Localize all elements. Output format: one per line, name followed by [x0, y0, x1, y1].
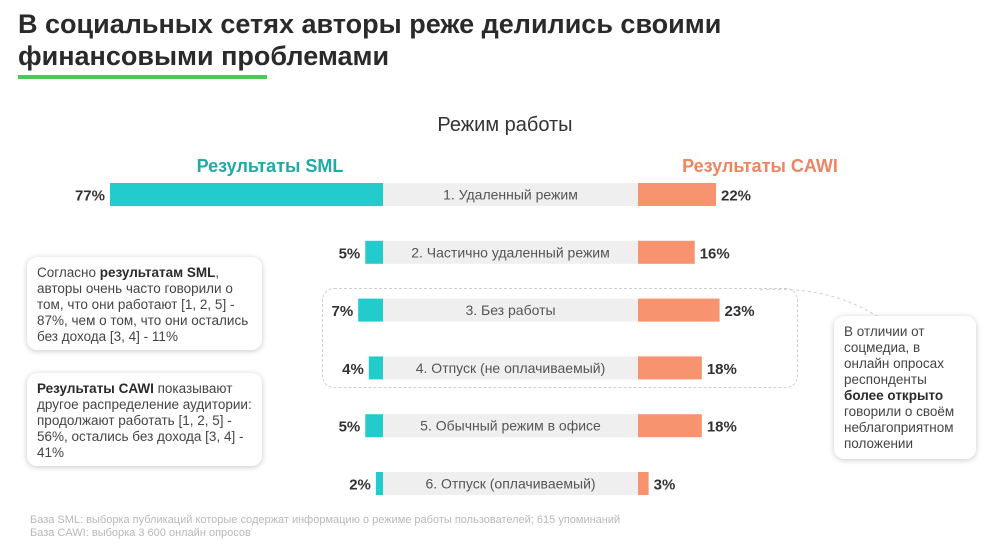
sml-value-label-6: 2% [349, 477, 371, 494]
legend-sml: Результаты SML [196, 156, 344, 176]
cawi-bar-5 [638, 414, 702, 438]
category-label-1: 1. Удаленный режим [443, 187, 578, 203]
sml-value-label-5: 5% [339, 419, 361, 436]
footer-notes: База SML: выборка публикаций которые сод… [30, 514, 620, 540]
category-label-3: 3. Без работы [465, 302, 555, 318]
sml-value-label-2: 5% [339, 245, 361, 262]
sml-value-label-3: 7% [331, 303, 353, 320]
cawi-bar-4 [638, 356, 702, 380]
sml-value-label-1: 77% [75, 188, 105, 205]
cawi-value-label-3: 23% [725, 303, 755, 320]
sml-bar-4 [368, 356, 383, 380]
cawi-bar-3 [638, 298, 720, 322]
category-band-6 [383, 472, 638, 495]
sml-bar-3 [358, 298, 383, 322]
sml-bar-5 [365, 414, 383, 438]
sml-value-label-4: 4% [342, 361, 364, 378]
highlight-dashed-box [322, 288, 798, 388]
callout-right: В отличии от соцмедиа, в онлайн опросах … [834, 316, 976, 459]
footer-line-2: База CAWI: выборка 3 600 онлайн опросов [30, 527, 251, 539]
callout-right-pre: В отличии от соцмедиа, в онлайн опросах … [844, 324, 944, 387]
category-band-1 [383, 183, 638, 206]
category-band-4 [383, 356, 638, 380]
cawi-value-label-5: 18% [707, 419, 737, 436]
legend-cawi: Результаты CAWI [682, 156, 838, 176]
callout-right-bold: более открыто [844, 388, 944, 403]
cawi-bar-6 [638, 472, 649, 495]
callout-cawi: Результаты CAWI показывают другое распре… [27, 373, 262, 466]
cawi-bar-1 [638, 183, 716, 206]
cawi-value-label-2: 16% [700, 245, 730, 262]
category-band-5 [383, 414, 638, 438]
title-underline [18, 75, 267, 79]
category-band-2 [383, 240, 638, 264]
category-label-6: 6. Отпуск (оплачиваемый) [425, 476, 595, 492]
callout-connector [759, 288, 881, 319]
chart-title: Режим работы [437, 114, 573, 136]
callout-cawi-bold: Результаты CAWI [37, 381, 154, 396]
callout-cawi-post: показывают другое распределение аудитори… [37, 381, 252, 460]
cawi-value-label-1: 22% [721, 188, 751, 205]
page-title: В социальных сетях авторы реже делились … [18, 9, 722, 71]
category-band-3 [383, 298, 638, 322]
callout-sml: Согласно результатам SML, авторы очень ч… [27, 257, 262, 350]
callout-sml-bold: результатам SML [99, 265, 216, 280]
category-label-5: 5. Обычный режим в офисе [420, 418, 601, 434]
callout-right-post: говорили о своём неблагоприятном положен… [844, 404, 955, 451]
sml-bar-2 [365, 240, 383, 264]
callout-sml-post: , авторы очень часто говорили о том, что… [37, 265, 249, 344]
category-label-2: 2. Частично удаленный режим [411, 244, 610, 260]
cawi-value-label-4: 18% [707, 361, 737, 378]
callout-sml-pre: Согласно [37, 265, 100, 280]
sml-bar-6 [375, 472, 383, 495]
footer-line-1: База SML: выборка публикаций которые сод… [30, 514, 621, 526]
cawi-bar-2 [638, 240, 695, 264]
sml-bar-1 [110, 183, 383, 206]
cawi-value-label-6: 3% [654, 477, 676, 494]
category-label-4: 4. Отпуск (не оплачиваемый) [416, 360, 606, 376]
